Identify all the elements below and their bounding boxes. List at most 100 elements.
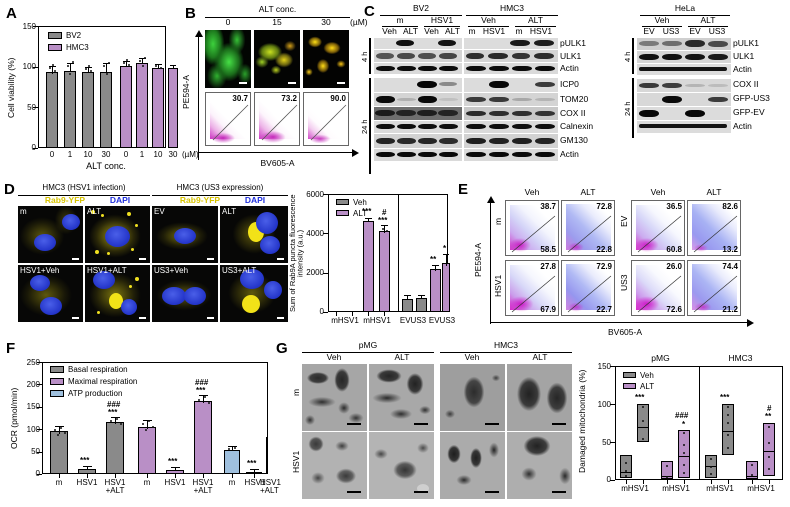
panel-c-cellline-hmc3: HMC3	[499, 3, 525, 13]
panel-g-chart-title-hmc3: HMC3	[728, 353, 753, 363]
panel-a-xtick-0-bv2: 0	[49, 150, 55, 159]
panel-f-xlab-8: HSV1 +ALT	[260, 478, 281, 495]
panel-c-bv2-rule	[380, 15, 462, 16]
blot-actin-24h-hmc3	[464, 149, 558, 161]
panel-f-bar-max-m	[138, 426, 156, 474]
panel-d-cell-alt-left: ALT	[85, 206, 150, 263]
panel-d-xlab-3: EVUS3	[428, 316, 456, 325]
panel-e-value-ev-alt-top: 82.6	[722, 202, 738, 211]
panel-c-bv2-group-hsv1: HSV1	[430, 15, 454, 25]
panel-g-sig-2: *	[682, 420, 686, 429]
panel-f-bar-max-hsv1alt	[194, 400, 212, 474]
panel-g-em-hmc3-alt-m	[507, 364, 572, 431]
panel-d-bar-us3-us3-alt	[442, 263, 450, 312]
panel-b-flow-0: 30.7	[205, 92, 251, 146]
blot-hela-actin-24h	[637, 121, 731, 133]
blot-cox2-24h-hmc3	[464, 107, 558, 120]
blot-gm130-24h-hmc3	[464, 134, 558, 148]
panel-f-ytick-50: 50	[31, 447, 40, 456]
panel-b-image-0	[205, 30, 251, 88]
panel-d-legend-swatch-alt	[336, 210, 349, 216]
panel-d-cell-m: m	[18, 206, 83, 263]
panel-g-em-hmc3-alt-hsv1	[507, 432, 572, 499]
panel-f-legend-label-atp: ATP production	[68, 389, 123, 398]
blot-hela-actin-4h	[637, 64, 731, 75]
panel-f-bar-atp-m	[224, 450, 240, 474]
panel-a-ytick-0: 0	[14, 143, 36, 152]
panel-g-legend-swatch-alt	[623, 383, 636, 389]
panel-c-bv2-lane-0: Veh	[382, 26, 397, 36]
blot-hela-ulk1	[637, 51, 731, 63]
panel-d-sig-1: ***	[362, 207, 372, 216]
panel-e-ylabel: PE594-A	[473, 242, 483, 278]
panel-e-right-row-us3: US3	[619, 274, 629, 292]
blot-ulk1-4h-bv2	[374, 50, 462, 62]
panel-f-sig-basal-hsv1: ***	[80, 456, 90, 465]
panel-c-hela-time-4h: 4 h	[623, 51, 632, 63]
panel-g-em-hmc3-veh-m	[440, 364, 505, 431]
panel-c-target-ulk1: ULK1	[560, 51, 582, 61]
panel-g-chart: Damaged mitochondria (%) pMG HMC3 150 10…	[575, 352, 790, 504]
panel-f-sig-max-hsv1: ***	[168, 457, 178, 466]
panel-g-chart-title-pmg: pMG	[651, 353, 670, 363]
bar-hmc3-30	[168, 67, 178, 148]
panel-e-flow-m-alt: 72.8 22.8	[561, 200, 615, 256]
panel-g-ytick-50: 50	[602, 438, 611, 447]
panel-e-flow-ev-veh: 36.5 60.8	[631, 200, 685, 256]
panel-f-bar-atp-hsv1alt	[266, 437, 268, 474]
panel-a-ytick-50: 50	[27, 103, 36, 112]
panel-c-bv2-lane-3: ALT	[445, 26, 460, 36]
panel-b-xaxis-arrow	[198, 148, 360, 157]
panel-b-image-15	[254, 30, 300, 88]
panel-c-time-4h-bracket	[369, 38, 371, 74]
panel-c-hmc3-rule	[466, 15, 558, 16]
panel-b-header-rule	[205, 17, 350, 18]
panel-g-legend-label-alt: ALT	[640, 382, 655, 391]
panel-f-xlab-6: m	[228, 478, 236, 487]
panel-e-value-m-veh-top: 38.7	[540, 202, 556, 211]
panel-c-hmc3-lane-2: m	[515, 26, 523, 36]
panel-d-xlab-0: mHSV1	[331, 316, 359, 325]
panel-c-hela-target-ulk1: ULK1	[733, 51, 755, 61]
panel-e-value-us3-veh-top: 26.0	[666, 262, 682, 271]
panel-g-box-hmc3-alt-m	[746, 461, 758, 479]
panel-b-label: B	[185, 5, 196, 22]
panel-c-time-4h: 4 h	[360, 51, 369, 63]
panel-b-image-30	[303, 30, 349, 88]
panel-d-ylabel: Sum of Rab9A puncta fluorescence intensi…	[288, 194, 305, 312]
panel-e-value-hsv1-alt-bottom: 22.7	[596, 305, 612, 314]
panel-f-chart: OCR (pmol/min) 250 200 150 100 50 0 Basa…	[6, 354, 281, 504]
panel-c-hmc3-group-alt: ALT	[528, 15, 543, 25]
panel-g-em-pmg-alt-m	[369, 364, 434, 431]
panel-d-bar-us3-us3-veh	[416, 298, 427, 312]
panel-d-group-title-us3: HMC3 (US3 expression)	[176, 183, 264, 192]
panel-c-time-24h-bracket	[369, 78, 371, 174]
panel-d-channel-yellow-right: Rab9-YFP	[179, 195, 221, 205]
panel-c-cellline-bv2: BV2	[412, 3, 430, 13]
panel-b-flow-15: 73.2	[254, 92, 300, 146]
panel-a-xlabel: ALT conc.	[86, 161, 126, 171]
panel-c-hela-lane-1: US3	[662, 26, 680, 36]
blot-gm130-24h-bv2	[374, 134, 462, 148]
panel-b-header: ALT conc.	[258, 4, 297, 14]
panel-d-legend-label-alt: ALT	[353, 209, 368, 218]
panel-d-cell-alt-right: ALT	[220, 206, 288, 263]
panel-d-cell-hsv1-alt: HSV1+ALT	[85, 265, 150, 322]
panel-d-sig-5: *	[443, 244, 447, 253]
panel-g-sig-4: #	[767, 404, 772, 413]
panel-g-box-pmg-veh-hsv1	[637, 404, 649, 442]
panel-d-bar-hsv1-hsv1-alt	[379, 231, 390, 312]
panel-d-group-divider	[398, 195, 399, 312]
panel-d-cell-label-hsv1-alt: HSV1+ALT	[87, 266, 127, 275]
panel-g-label: G	[276, 340, 288, 357]
panel-d-cell-label-alt-left: ALT	[87, 207, 102, 216]
blot-hela-gfp-us3	[637, 93, 731, 106]
panel-c-hela-group-veh: Veh	[654, 15, 670, 25]
panel-d-xlab-2: EVUS3	[399, 316, 427, 325]
panel-f-ytick-0: 0	[18, 469, 40, 478]
panel-c-hela-time-24h: 24 h	[623, 101, 632, 117]
panel-g-group-divider	[699, 367, 700, 480]
panel-g-ylabel: Damaged mitochondria (%)	[577, 369, 587, 473]
panel-e-flow-hsv1-alt: 72.9 22.7	[561, 260, 615, 316]
blot-hela-pulk1	[637, 38, 731, 50]
